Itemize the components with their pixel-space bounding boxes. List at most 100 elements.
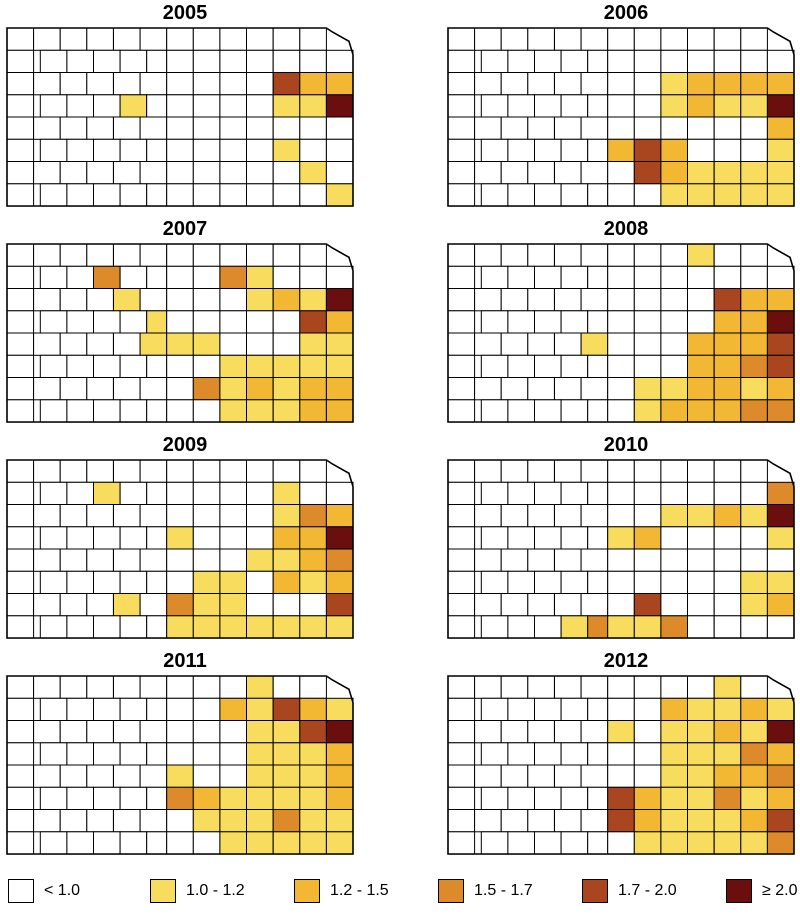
county: [113, 764, 141, 788]
county: [113, 377, 141, 401]
county: [474, 27, 502, 51]
county: [325, 49, 354, 74]
county: [33, 27, 61, 51]
county: [6, 764, 35, 788]
county: [146, 481, 168, 506]
county: [86, 72, 114, 96]
county: [113, 72, 141, 96]
county: [325, 742, 354, 766]
county: [93, 697, 121, 722]
county: [272, 138, 301, 163]
county: [299, 138, 327, 163]
county: [740, 548, 768, 572]
county: [713, 459, 742, 483]
county: [587, 183, 609, 207]
county: [740, 72, 768, 96]
county: [146, 183, 168, 207]
county: [272, 332, 301, 356]
county: [272, 504, 301, 528]
county: [560, 570, 589, 595]
county: [299, 593, 327, 617]
county: [474, 548, 502, 572]
county: [633, 27, 662, 51]
county: [633, 265, 662, 290]
county: [660, 764, 688, 788]
county: [33, 809, 61, 833]
county: [146, 697, 168, 722]
county: [113, 548, 141, 572]
county: [687, 94, 715, 118]
county: [527, 332, 555, 356]
county: [166, 570, 194, 595]
county: [480, 265, 509, 290]
county: [607, 310, 635, 334]
county: [687, 310, 715, 334]
county: [480, 831, 509, 855]
county: [554, 377, 582, 401]
county: [740, 27, 768, 51]
county: [527, 593, 555, 617]
county: [166, 481, 194, 506]
county: [633, 720, 662, 744]
county: [713, 138, 742, 163]
county: [740, 764, 768, 788]
county: [740, 310, 768, 334]
state-outline: [447, 675, 795, 855]
county: [607, 116, 635, 140]
county: [740, 138, 768, 163]
county: [480, 786, 509, 811]
county: [192, 504, 221, 528]
county: [713, 377, 742, 401]
county: [534, 354, 562, 379]
county: [139, 764, 168, 788]
county: [219, 243, 247, 267]
county: [86, 116, 114, 140]
county: [660, 675, 688, 699]
county: [6, 786, 35, 811]
county: [66, 310, 95, 334]
county: [687, 27, 715, 51]
county: [33, 593, 61, 617]
county: [633, 243, 662, 267]
county: [527, 809, 555, 833]
county: [713, 49, 742, 74]
county: [299, 243, 327, 267]
county: [272, 526, 301, 550]
county: [740, 354, 768, 379]
county-map: [447, 675, 795, 855]
county: [325, 615, 354, 639]
county: [447, 399, 476, 423]
county: [192, 183, 221, 207]
legend-item: 1.7 - 2.0: [582, 876, 677, 906]
county: [687, 570, 715, 595]
county: [534, 786, 562, 811]
county: [534, 615, 562, 639]
legend-label: 1.2 - 1.5: [330, 882, 389, 899]
county: [93, 354, 121, 379]
county: [6, 72, 35, 96]
county: [33, 377, 61, 401]
county: [687, 116, 715, 140]
county: [6, 675, 35, 699]
county: [766, 138, 795, 163]
county: [59, 161, 88, 185]
county: [219, 265, 247, 290]
county: [447, 504, 476, 528]
county: [687, 161, 715, 185]
county: [192, 526, 221, 550]
county: [447, 481, 476, 506]
county: [713, 615, 742, 639]
county: [325, 72, 354, 96]
county: [6, 831, 35, 855]
county: [192, 459, 221, 483]
county: [66, 831, 95, 855]
county: [272, 831, 301, 855]
county: [299, 831, 327, 855]
county: [6, 697, 35, 722]
county: [6, 742, 35, 766]
county: [66, 94, 95, 118]
county: [660, 459, 688, 483]
legend-item: 1.0 - 1.2: [150, 876, 245, 906]
county: [740, 399, 768, 423]
county: [507, 742, 536, 766]
